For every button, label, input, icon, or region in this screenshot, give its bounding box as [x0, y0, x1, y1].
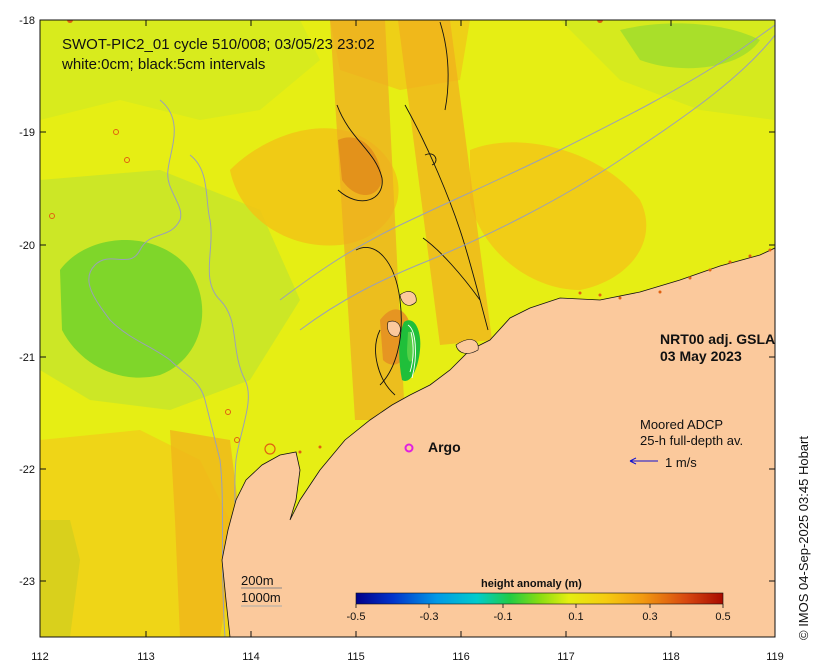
- land-mass: [221, 247, 775, 637]
- colorbar-tick: 0.5: [715, 611, 730, 623]
- adcp-averaging-label: 25-h full-depth av.: [640, 433, 744, 448]
- x-tick-113: 113: [137, 651, 155, 663]
- x-tick-116: 116: [452, 651, 470, 663]
- y-tick-20: -20: [19, 240, 35, 252]
- argo-marker: [404, 443, 414, 453]
- colorbar-tick: -0.1: [494, 611, 513, 623]
- colorbar-tick: -0.5: [347, 611, 366, 623]
- y-tick-23: -23: [19, 576, 35, 588]
- map-title: SWOT-PIC2_01 cycle 510/008; 03/05/23 23:…: [62, 36, 375, 53]
- imos-credit: © IMOS 04-Sep-2025 03:45 Hobart: [796, 436, 811, 640]
- colorbar-tick: -0.3: [420, 611, 439, 623]
- product-name: NRT00 adj. GSLA: [660, 331, 776, 347]
- y-tick-22: -22: [19, 464, 35, 476]
- x-tick-118: 118: [662, 651, 680, 663]
- isobath-200m-label: 200m: [241, 573, 274, 588]
- isobath-1000m-label: 1000m: [241, 590, 281, 605]
- x-tick-117: 117: [557, 651, 575, 663]
- colorbar-tick: 0.1: [568, 611, 583, 623]
- vector-scale-label: 1 m/s: [665, 455, 697, 470]
- y-tick-21: -21: [19, 352, 35, 364]
- x-tick-115: 115: [347, 651, 365, 663]
- argo-label: Argo: [428, 439, 461, 455]
- colorbar: [355, 592, 724, 605]
- adcp-label: Moored ADCP: [640, 417, 724, 432]
- product-date: 03 May 2023: [660, 348, 742, 364]
- x-tick-114: 114: [242, 651, 260, 663]
- x-tick-119: 119: [766, 651, 784, 663]
- y-tick-19: -19: [19, 127, 35, 139]
- green-eddy: [60, 240, 203, 378]
- plot-frame: [39, 19, 776, 638]
- y-tick-18: -18: [19, 15, 35, 27]
- colorbar-title: height anomaly (m): [481, 578, 582, 590]
- x-tick-112: 112: [31, 651, 49, 663]
- colorbar-tick: 0.3: [642, 611, 657, 623]
- swot-swath-right: [398, 20, 492, 345]
- contour-legend-text: white:0cm; black:5cm intervals: [62, 56, 266, 73]
